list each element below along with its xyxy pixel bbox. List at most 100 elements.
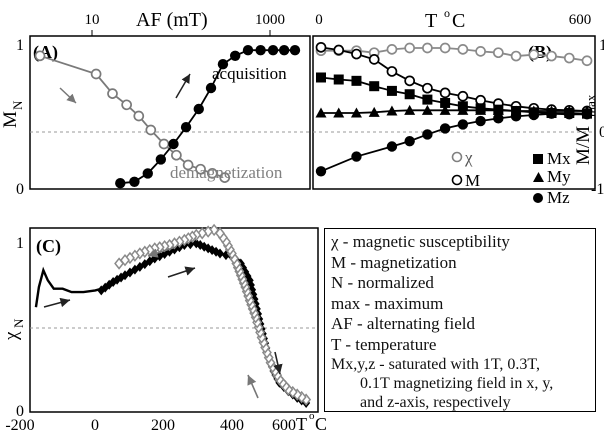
c-series-cooling-point: [197, 227, 208, 240]
panel-a-xtick-10: 10: [85, 12, 100, 28]
b-series-m-point: [315, 41, 327, 53]
panel-c-heating-arrow: [167, 266, 196, 278]
a-series-acquisition-point: [168, 138, 179, 150]
b-series---point: [581, 55, 593, 67]
panel-a-ylabel-main: M: [0, 111, 21, 128]
a-series-demagnetization-point: [121, 99, 132, 111]
panel-c-xtick-m200: -200: [5, 417, 34, 434]
b-series-mz-point: [581, 109, 593, 120]
a-series-acquisition-point: [155, 154, 167, 165]
panel-a-ytick-1: 1: [16, 37, 24, 54]
legend-line-t: T - temperature: [331, 334, 437, 354]
panel-b-ytick-1: 1: [599, 37, 604, 54]
b-series-m-line: [320, 46, 588, 112]
a-series-demagnetization-point: [182, 159, 194, 171]
b-series-mz-point: [564, 109, 575, 120]
b-series-m-point: [333, 44, 345, 56]
legend-mx-marker: [533, 154, 543, 164]
panel-a-annotation-demagnetization: demagnetization: [170, 163, 283, 182]
c-series-cooling-point: [114, 257, 125, 270]
b-series---point: [386, 43, 398, 55]
b-series---point: [439, 42, 451, 54]
panel-c-xtick-400: 400: [220, 417, 244, 434]
a-series-demagnetization-point: [90, 68, 102, 80]
b-series-mz-point: [439, 123, 451, 134]
a-series-demagnetization-point: [34, 50, 46, 62]
panel-c-ylabel-main: χ: [1, 331, 22, 341]
b-series-m-point: [457, 90, 469, 102]
legend-line-af: AF - alternating field: [331, 314, 475, 333]
a-series-demagnetization-point: [133, 110, 145, 122]
panel-b-legend: χ M Mx My Mz: [451, 148, 571, 207]
b-series-mz-point: [457, 119, 469, 130]
panel-c-cooling-arrow-top: [147, 246, 177, 258]
a-series-demagnetization-point: [158, 138, 170, 150]
b-series---point: [475, 46, 486, 57]
b-series-m-point: [386, 66, 398, 77]
b-series-mx-point: [404, 89, 415, 100]
b-series---point: [422, 42, 433, 54]
panel-a: (A) AF (mT) 10 1000 1 0 M N acquisition …: [0, 9, 311, 198]
panel-a-ylabel-sub: N: [10, 100, 25, 110]
panel-a-frame: [29, 35, 311, 190]
legend-line-m: M - magnetization: [331, 252, 457, 272]
a-series-demagnetization-series: [34, 50, 231, 183]
a-series-acquisition-point: [217, 58, 229, 70]
a-series-acquisition-point: [267, 45, 279, 56]
legend-line-mxyz-1: Mx,y,z - saturated with 1T, 0.3T,: [331, 356, 540, 373]
panel-b-axis-title: T o C: [425, 6, 465, 32]
legend-line-n: N - normalized: [331, 273, 434, 292]
b-series---point: [457, 43, 469, 55]
panel-c-axis-title-degree: o: [309, 410, 315, 422]
panel-a-xtick-1000: 1000: [255, 12, 285, 28]
panel-b-xtick-0: 0: [315, 12, 323, 28]
panel-a-ytick-0: 0: [16, 181, 24, 198]
b-series-mz-point: [315, 166, 327, 177]
b-series-mz-point: [422, 129, 433, 140]
b-series-my-point: [421, 104, 433, 115]
panel-c-ylabel-sub: N: [11, 318, 26, 328]
b-series-mx-point: [351, 75, 362, 86]
c-series-low-temperature-series: [34, 266, 102, 308]
b-series-mx-point: [369, 81, 380, 92]
b-series-my-point: [386, 105, 398, 116]
b-series-mz-point: [510, 111, 522, 122]
panel-c-ytick-0: 0: [16, 403, 24, 420]
a-series-acquisition-point: [278, 45, 290, 56]
legend-line-mxyz-2: 0.1T magnetizing field in x, y,: [360, 375, 554, 392]
b-series---line: [321, 47, 588, 62]
legend-my-label: My: [547, 167, 571, 186]
c-series-cooling-point: [209, 223, 220, 237]
a-series-acquisition-point: [193, 103, 204, 115]
legend-chi-label: χ: [464, 148, 473, 167]
panel-c: (C) 1 0 χ N -200 0 200 400 600 T o C: [1, 223, 327, 434]
c-series-cooling-point: [129, 249, 140, 262]
b-series-my-point: [475, 104, 487, 115]
a-series-acquisition-point: [129, 176, 140, 187]
legend-mz-label: Mz: [547, 188, 570, 207]
panel-b-ytick-0: 0: [599, 124, 604, 141]
panel-c-xtick-0: 0: [91, 417, 99, 434]
b-series-my-point: [350, 107, 362, 118]
legend-line-chi: χ - magnetic susceptibility: [331, 232, 510, 251]
panel-c-lowtemp-arrow: [43, 297, 71, 308]
a-series-acquisition-point: [142, 168, 153, 179]
b-series-m-point: [368, 54, 380, 65]
a-series-demagnetization-point: [206, 168, 218, 179]
definitions-legend-box: χ - magnetic susceptibility M - magnetiz…: [324, 228, 596, 412]
b-series---point: [510, 50, 522, 62]
b-series-mx-point: [316, 72, 326, 83]
panel-c-xtick-600: 600: [272, 417, 296, 434]
panel-b: (B) T o C 0 600 1 0 -1 M/M max χ M Mx My: [312, 6, 604, 207]
panel-c-ylabel: χ N: [1, 318, 26, 341]
panel-c-axis-title: T o C: [296, 410, 327, 434]
legend-chi-marker: [451, 151, 463, 163]
a-series-acquisition-point: [229, 50, 241, 61]
panel-b-series: [315, 41, 593, 177]
c-series-heating-point: [212, 246, 221, 257]
panel-a-series: [34, 45, 301, 189]
a-series-acquisition-point: [205, 82, 217, 94]
b-series---point: [563, 52, 575, 64]
panel-b-axis-title-degree: o: [444, 6, 450, 20]
